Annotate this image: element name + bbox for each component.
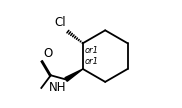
Text: NH: NH xyxy=(49,81,67,94)
Text: or1: or1 xyxy=(84,57,98,66)
Text: Cl: Cl xyxy=(54,16,66,29)
Text: O: O xyxy=(43,47,52,60)
Polygon shape xyxy=(65,69,83,81)
Text: or1: or1 xyxy=(84,46,98,55)
